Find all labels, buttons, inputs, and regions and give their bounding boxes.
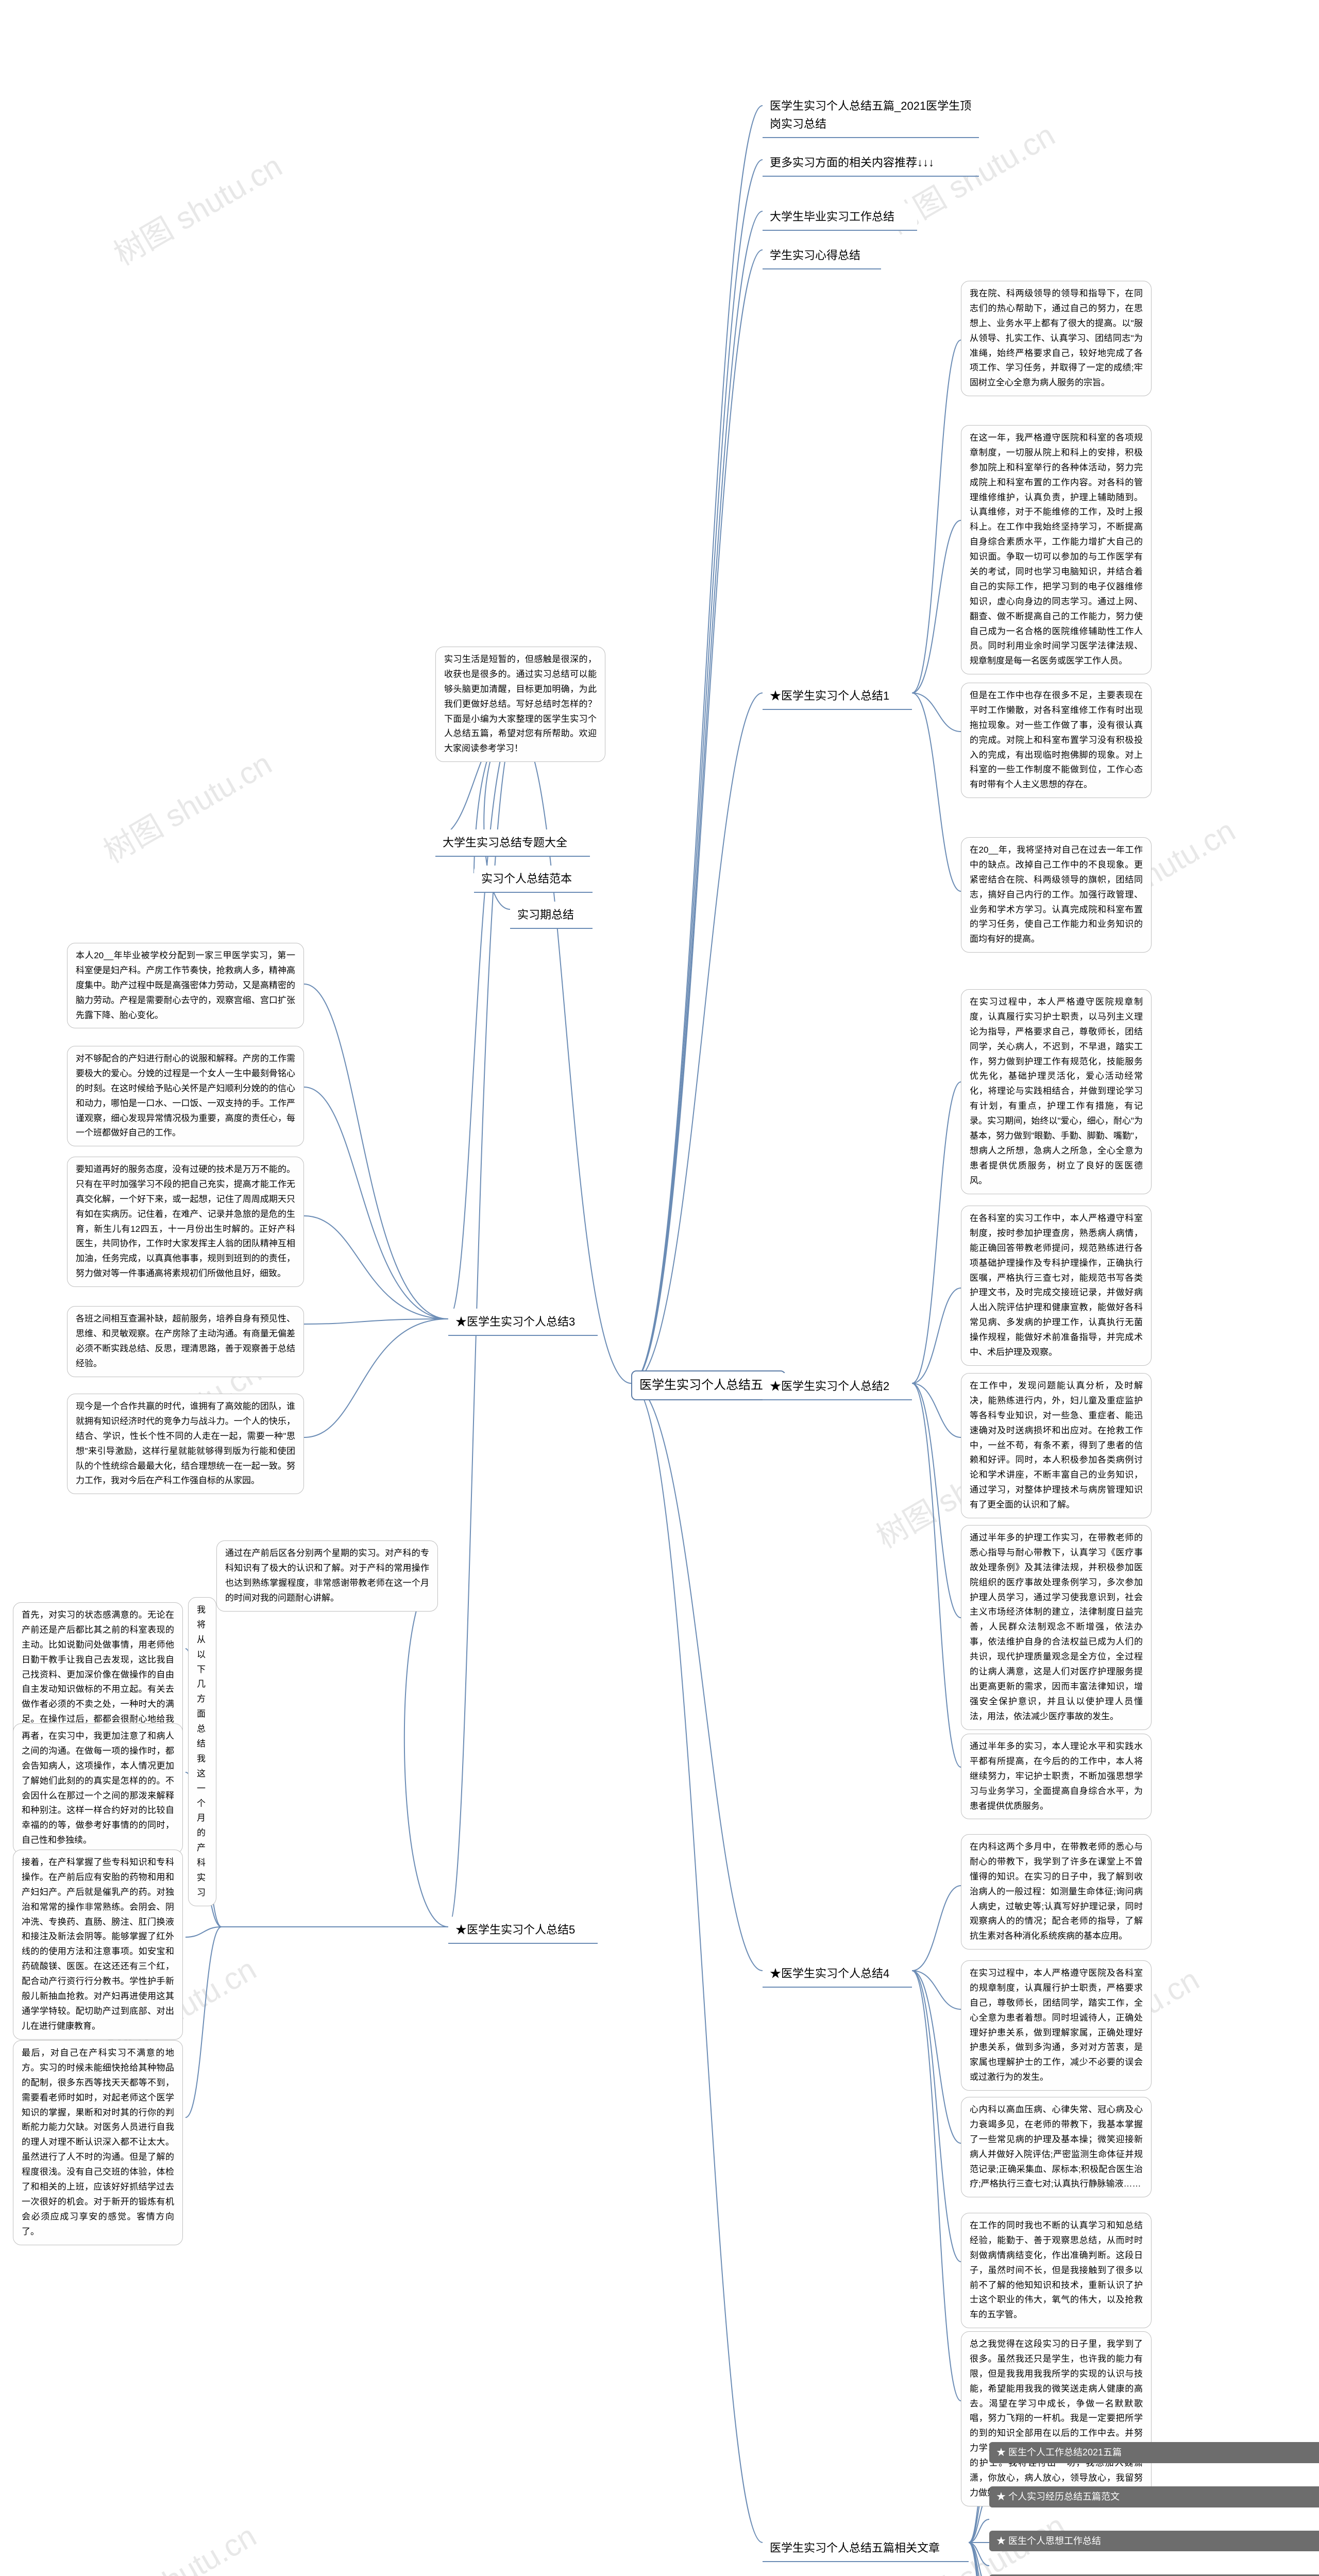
leaf-r4-2: 心内科以高血压病、心律失常、冠心病及心力衰竭多见，在老师的带教下，我基本掌握了一… [961,2097,1152,2197]
branch-left-0[interactable]: 大学生实习总结专题大全 [435,829,590,856]
leaf-r4-3: 在工作的同时我也不断的认真学习和知总结经验，能勤于、善于观察思总结，从而时时刻做… [961,2213,1152,2328]
leaf-l3-1: 对不够配合的产妇进行耐心的说服和解释。产房的工作需要极大的爱心。分娩的过程是一个… [67,1046,304,1146]
rel-item-0[interactable]: 医生个人工作总结2021五篇 [989,2442,1319,2463]
leaf-r2-2: 在工作中，发现问题能认真分析，及时解决，能熟练进行内，外，妇儿童及重症监护等各科… [961,1373,1152,1518]
branch-right-7[interactable]: 医学生实习个人总结五篇相关文章 [763,2535,969,2561]
branch-right-1[interactable]: 更多实习方面的相关内容推荐↓↓↓ [763,149,979,176]
leaf-r1-2: 但是在工作中也存在很多不足，主要表现在平时工作懒散，对各科室维修工作有时出现拖拉… [961,683,1152,798]
leaf-r1-3: 在20__年，我将坚持对自己在过去一年工作中的缺点。改掉自己工作中的不良现象。更… [961,837,1152,953]
leaf-l5-1: 我将从以下几方面总结我这一个月的产科实习 [188,1597,216,1906]
leaf-l5-3: 再者，在实习中，我更加注意了和病人之间的沟通。在做每一项的操作时，都会告知病人，… [13,1723,183,1854]
leaf-l3-4: 现今是一个合作共赢的时代，谁拥有了高效能的团队，谁就拥有知识经济时代的竞争力与战… [67,1394,304,1494]
watermark: 树图 shutu.cn [79,2512,263,2576]
branch-left-3[interactable]: ★医学生实习个人总结3 [448,1309,598,1335]
branch-left-2[interactable]: 实习期总结 [510,902,593,928]
rel-item-1[interactable]: 个人实习经历总结五篇范文 [989,2486,1319,2507]
branch-right-0[interactable]: 医学生实习个人总结五篇_2021医学生顶岗实习总结 [763,93,979,137]
leaf-l5-5: 最后，对自己在产科实习不满意的地方。实习的时候未能细快抢给其种物品的配制，很多东… [13,2040,183,2245]
branch-right-4[interactable]: ★医学生实习个人总结1 [763,683,912,709]
leaf-r2-0: 在实习过程中，本人严格遵守医院规章制度，认真履行实习护士职责，以马列主义理论为指… [961,989,1152,1194]
branch-left-4[interactable]: ★医学生实习个人总结5 [448,1917,598,1943]
leaf-r1-0: 我在院、科两级领导的领导和指导下，在同志们的热心帮助下，通过自己的努力，在思想上… [961,281,1152,396]
leaf-r4-4: 总之我觉得在这段实习的日子里，我学到了很多。虽然我还只是学生，也许我的能力有限，… [961,2331,1152,2506]
branch-right-2[interactable]: 大学生毕业实习工作总结 [763,204,917,230]
leaf-r4-1: 在实习过程中，本人严格遵守医院及各科室的规章制度，认真履行护士职责，严格要求自己… [961,1960,1152,2091]
leaf-l5-4: 接着，在产科掌握了些专科知识和专科操作。在产前后应有安胎的药物和用和产妇妇产。产… [13,1850,183,2040]
intro-node: 实习生活是短暂的，但感触是很深的，收获也是很多的。通过实习总结可以能够头脑更加清… [435,647,605,762]
leaf-l3-3: 各班之间相互查漏补缺，超前服务，培养自身有预见性、思维、和灵敏观察。在产房除了主… [67,1306,304,1377]
leaf-l3-0: 本人20__年毕业被学校分配到一家三甲医学实习，第一科室便是妇产科。产房工作节奏… [67,943,304,1028]
leaf-r2-1: 在各科室的实习工作中，本人严格遵守科室制度，按时参加护理查房，熟悉病人病情，能正… [961,1206,1152,1366]
leaf-r2-3: 通过半年多的护理工作实习，在带教老师的悉心指导与耐心带教下，认真学习《医疗事故处… [961,1525,1152,1730]
leaf-r1-1: 在这一年，我严格遵守医院和科室的各项规章制度，一切服从院上和科上的安排，积极参加… [961,425,1152,674]
watermark: 树图 shutu.cn [94,739,279,872]
leaf-l3-2: 要知道再好的服务态度，没有过硬的技术是万万不能的。只有在平时加强学习不段的把自己… [67,1157,304,1287]
leaf-r4-0: 在内科这两个多月中，在带教老师的悉心与耐心的带教下，我学到了许多在课堂上不曾懂得… [961,1834,1152,1950]
rel-item-2[interactable]: 医生个人思想工作总结 [989,2531,1319,2552]
branch-right-6[interactable]: ★医学生实习个人总结4 [763,1960,912,1987]
leaf-r2-4: 通过半年多的实习，本人理论水平和实践水平都有所提高，在今后的的工作中，本人将继续… [961,1734,1152,1819]
branch-right-3[interactable]: 学生实习心得总结 [763,242,881,268]
branch-right-5[interactable]: ★医学生实习个人总结2 [763,1373,912,1399]
branch-left-1[interactable]: 实习个人总结范本 [474,866,593,892]
leaf-l5-0: 通过在产前后区各分别两个星期的实习。对产科的专科知识有了极大的认识和了解。对于产… [216,1540,438,1612]
